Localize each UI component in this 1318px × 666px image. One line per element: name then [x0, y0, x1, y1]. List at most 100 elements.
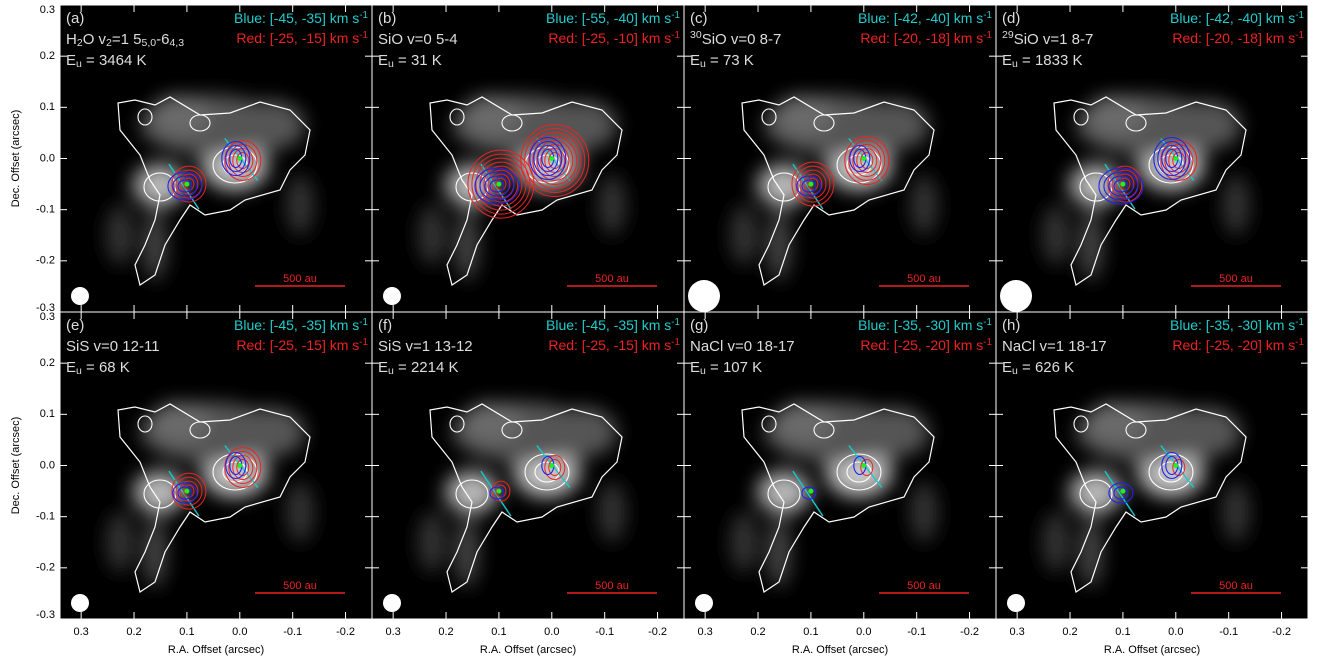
text-part: -1 — [1295, 30, 1304, 41]
text-part: = 107 K — [706, 359, 762, 376]
red-contour — [467, 149, 535, 219]
x-axis-label: R.A. Offset (arcsec) — [1104, 644, 1200, 656]
x-tick-label: 0.1 — [803, 626, 818, 638]
blue-contour — [1108, 482, 1134, 504]
red-contour — [520, 124, 590, 197]
text-part: O v — [83, 31, 107, 48]
text-part: NaCl v=1 18-17 — [1002, 338, 1107, 355]
blob — [1042, 512, 1070, 572]
panel-label: (h) — [1002, 317, 1020, 334]
beam — [1007, 594, 1025, 612]
blobs — [730, 402, 938, 587]
red-contour — [175, 476, 203, 506]
panel-label: (a) — [66, 10, 84, 27]
text-part: -1 — [671, 10, 680, 21]
panel: 500 au(a)H2O v2=1 55,0-64,3Eu = 3464 KBl… — [59, 4, 373, 313]
continuum-peak — [861, 463, 867, 468]
x-tick-label: 0.2 — [126, 626, 141, 638]
contour — [449, 108, 465, 126]
red-contour — [860, 459, 874, 476]
text-part: u — [388, 365, 394, 377]
red-contour — [224, 447, 262, 488]
blue-contour — [489, 179, 505, 193]
red-contour — [171, 472, 207, 510]
contour — [767, 479, 801, 509]
blue-contour — [1108, 175, 1134, 197]
blue-range: Blue: [-35, -30] km s-1 — [1170, 317, 1304, 333]
contour — [117, 403, 311, 593]
upper-energy: Eu = 107 K — [690, 359, 762, 377]
text-part: Blue: [-42, -40] km s — [1170, 10, 1295, 26]
blob — [767, 210, 791, 280]
transition: NaCl v=0 18-17 — [690, 338, 795, 355]
contour — [1073, 415, 1089, 433]
text-part: -1 — [359, 317, 368, 328]
panel-label: (d) — [1002, 10, 1020, 27]
blue-contour — [479, 171, 515, 201]
blob — [150, 177, 170, 197]
red-contour — [491, 480, 511, 502]
y-tick-label: -0.2 — [36, 255, 55, 267]
y-tick-label: -0.1 — [36, 511, 55, 523]
contour — [534, 461, 560, 483]
blue-range: Blue: [-35, -30] km s-1 — [858, 317, 992, 333]
x-tick-label: 0.2 — [438, 626, 453, 638]
red-contour — [491, 173, 511, 195]
blob — [1079, 517, 1103, 587]
text-part: 30 — [690, 29, 702, 41]
jet-axis — [1104, 470, 1136, 517]
red-contour — [183, 484, 195, 498]
beam — [71, 594, 89, 612]
panel-label: (g) — [690, 317, 708, 334]
beam — [71, 287, 89, 305]
text-part: -1 — [1295, 337, 1304, 348]
blue-contour — [796, 175, 822, 197]
blue-range: Blue: [-55, -40] km s-1 — [546, 10, 680, 26]
blob — [1086, 484, 1106, 504]
contour — [222, 461, 248, 483]
red-contour — [852, 144, 882, 177]
text-part: SiO v=0 8-7 — [702, 31, 782, 48]
continuum-peak — [549, 156, 555, 161]
contour — [1073, 108, 1089, 126]
text-part: H — [66, 31, 77, 48]
intensity-image — [106, 95, 314, 286]
text-part: E — [66, 359, 76, 376]
text-part: Red: [-25, -15] km s — [236, 30, 359, 46]
red-contour — [471, 153, 531, 215]
blob — [462, 95, 522, 135]
panel: 500 au (e) SiS v=0 12-11 Eu = 68 K Blue: [-4… — [59, 311, 373, 620]
blue-range: Blue: [-45, -35] km s-1 — [546, 317, 680, 333]
beam — [383, 594, 401, 612]
text-part: Red: [-20, -18] km s — [860, 30, 983, 46]
blob — [1222, 175, 1250, 235]
blob — [1171, 100, 1241, 150]
blue-contour — [221, 140, 251, 177]
continuum-peak — [1120, 181, 1126, 187]
red-contour — [179, 173, 199, 195]
blob — [859, 100, 929, 150]
x-tick-label: 0.1 — [491, 626, 506, 638]
y-tick-label: -0.3 — [36, 302, 55, 314]
red-contour — [848, 140, 886, 181]
text-part: SiS v=0 12-11 — [66, 338, 160, 355]
blob — [774, 402, 834, 442]
text-part: 2 — [106, 37, 112, 49]
red-contour — [475, 157, 527, 211]
text-part: E — [1002, 359, 1012, 376]
beam — [383, 287, 401, 305]
blue-contour — [801, 179, 817, 193]
blue-contour — [172, 175, 198, 197]
blob — [418, 512, 446, 572]
intensity-image — [730, 402, 938, 593]
transition: H2O v2=1 55,0-64,3 — [66, 31, 184, 49]
continuum-peak — [237, 463, 243, 468]
upper-energy: Eu = 626 K — [1002, 359, 1074, 377]
red-contour — [228, 144, 258, 177]
contour — [137, 108, 153, 126]
blue-contour — [1153, 136, 1191, 181]
panel: 500 au (h) NaCl v=1 18-17 Eu = 626 K Blue: [… — [995, 311, 1309, 620]
red-contour — [528, 132, 582, 189]
